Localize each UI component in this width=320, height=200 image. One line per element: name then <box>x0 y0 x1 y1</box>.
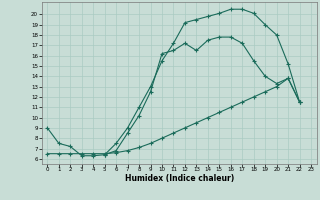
X-axis label: Humidex (Indice chaleur): Humidex (Indice chaleur) <box>124 174 234 183</box>
